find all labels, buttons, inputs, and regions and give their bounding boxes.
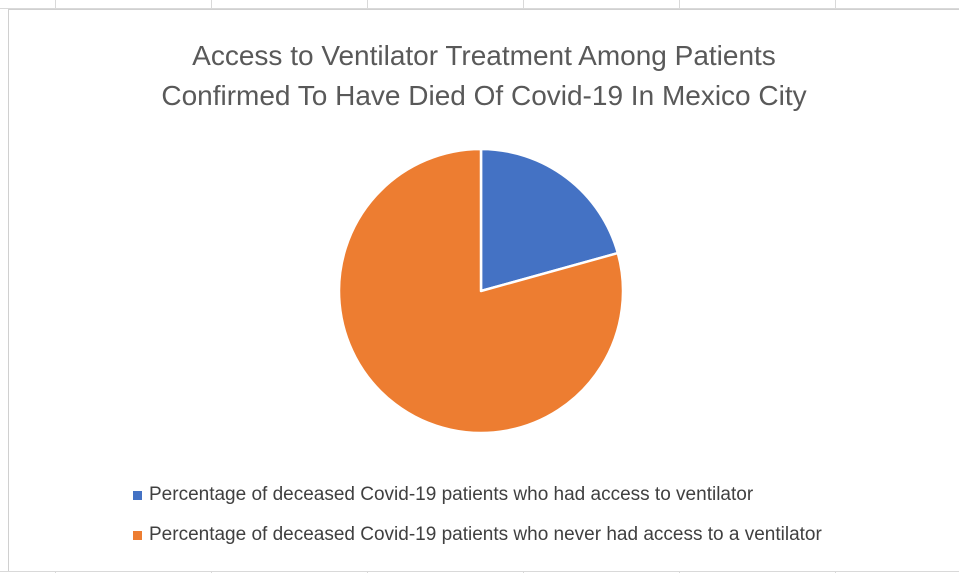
gridline xyxy=(0,571,959,572)
gridline xyxy=(0,8,959,9)
chart-title-line-2: Confirmed To Have Died Of Covid-19 In Me… xyxy=(161,80,807,111)
pie-slice-had-access[interactable] xyxy=(479,147,620,293)
pie-chart xyxy=(337,147,625,435)
legend-item-never-had-access: Percentage of deceased Covid-19 patients… xyxy=(133,515,822,555)
legend-item-had-access: Percentage of deceased Covid-19 patients… xyxy=(133,475,822,515)
chart-area[interactable]: Access to Ventilator Treatment Among Pat… xyxy=(8,9,959,571)
legend-label-had-access: Percentage of deceased Covid-19 patients… xyxy=(149,484,754,505)
chart-title-line-1: Access to Ventilator Treatment Among Pat… xyxy=(192,40,776,71)
pie-slice-never-had-access[interactable] xyxy=(337,147,625,435)
chart-legend: Percentage of deceased Covid-19 patients… xyxy=(133,475,822,555)
legend-swatch-never-had-access xyxy=(133,530,142,540)
legend-label-never-had-access: Percentage of deceased Covid-19 patients… xyxy=(149,524,822,545)
legend-swatch-had-access xyxy=(133,490,142,500)
chart-title: Access to Ventilator Treatment Among Pat… xyxy=(9,36,959,116)
